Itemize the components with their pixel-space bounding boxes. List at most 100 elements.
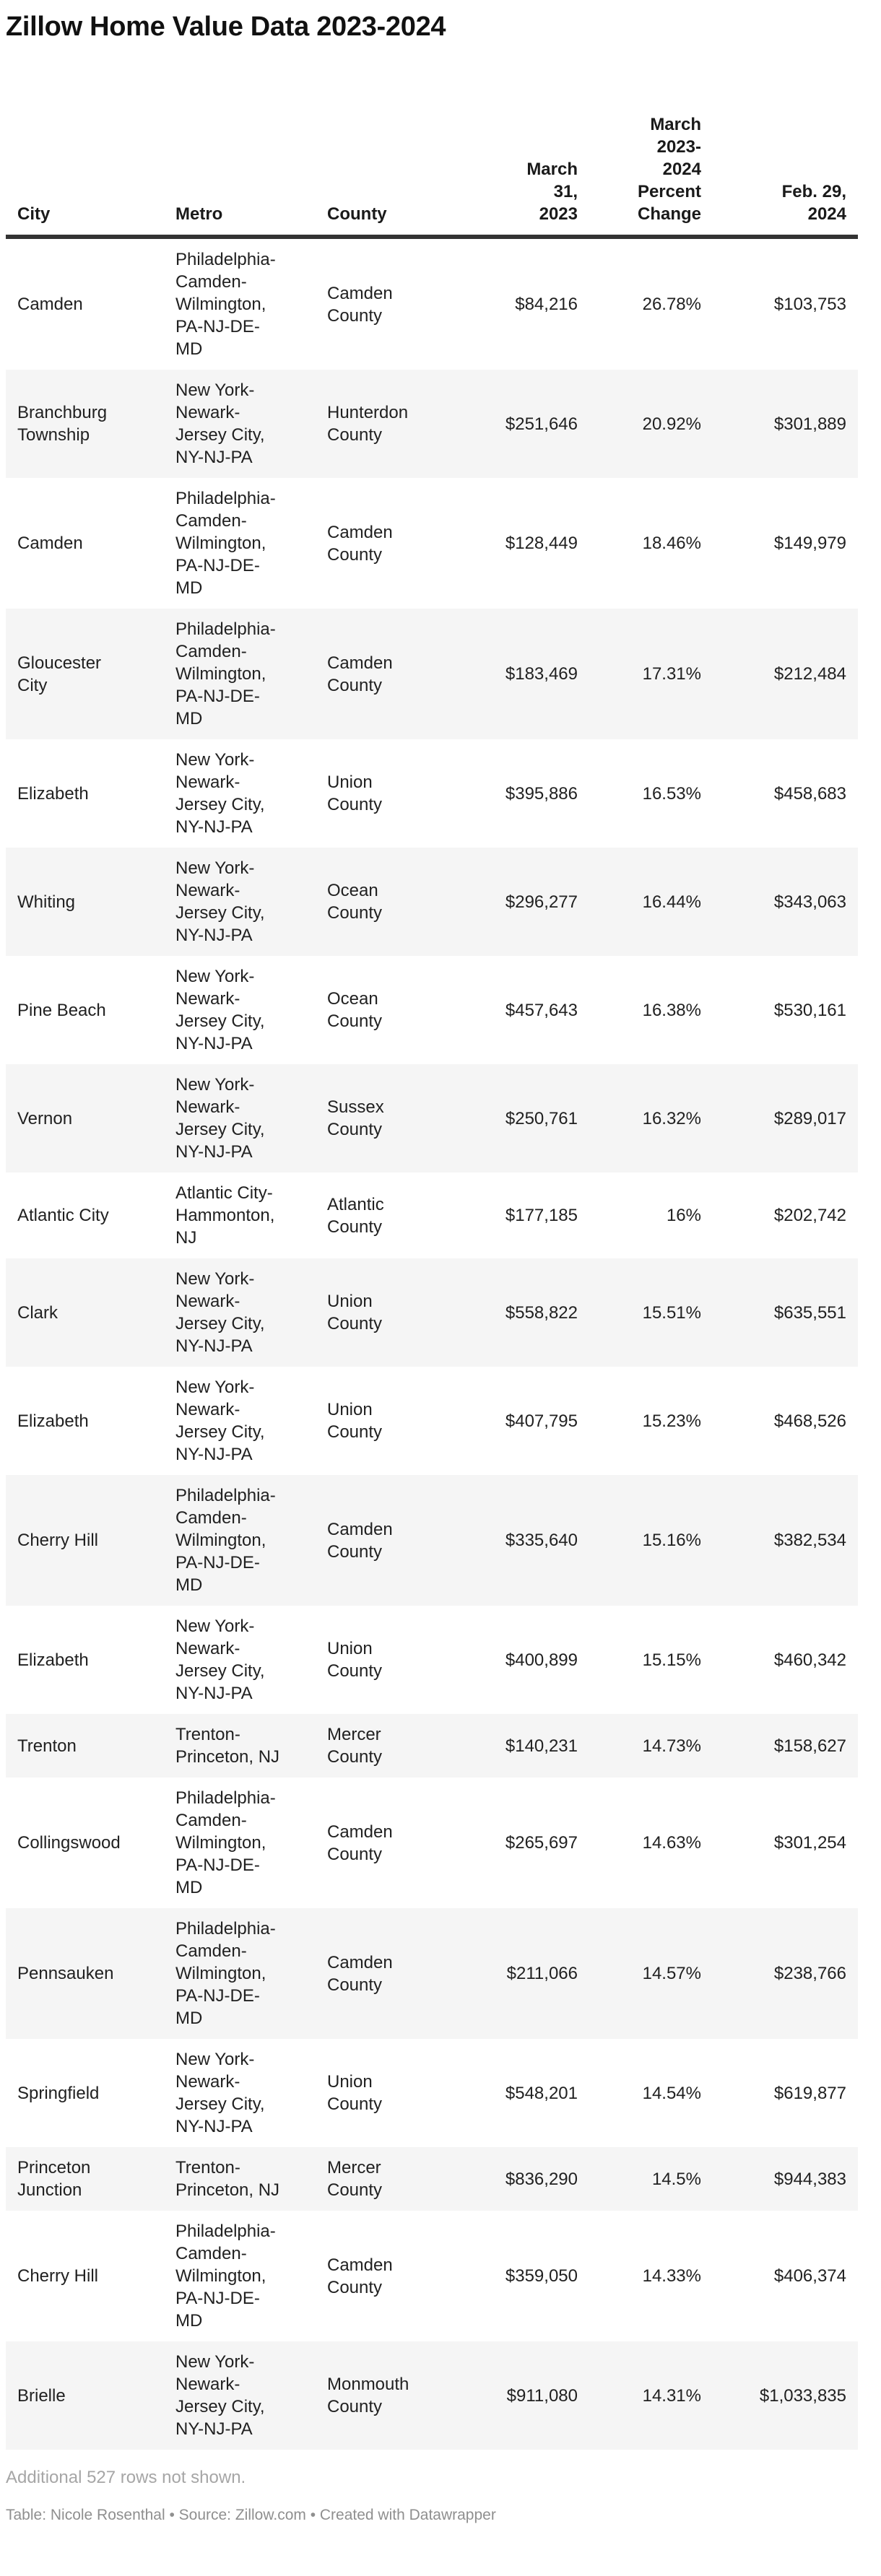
city-cell: Vernon bbox=[17, 1108, 73, 1128]
march-2023-cell: $250,761 bbox=[505, 1108, 578, 1128]
metro-cell: New York-Newark-Jersey City, NY-NJ-PA bbox=[175, 1075, 265, 1162]
county-cell: Camden County bbox=[327, 1822, 393, 1864]
metro-cell: New York-Newark-Jersey City, NY-NJ-PA bbox=[175, 1269, 265, 1356]
city-cell: Elizabeth bbox=[17, 1650, 89, 1670]
county-cell: Atlantic County bbox=[327, 1194, 384, 1237]
feb-2024-cell: $202,742 bbox=[773, 1206, 846, 1225]
county-cell: Monmouth County bbox=[327, 2375, 409, 2416]
march-2023-cell: $183,469 bbox=[505, 664, 578, 684]
county-cell: Camden County bbox=[327, 522, 393, 565]
city-cell: Pennsauken bbox=[17, 1964, 114, 1983]
city-cell: Princeton Junction bbox=[17, 2158, 91, 2200]
feb-2024-cell: $289,017 bbox=[773, 1108, 846, 1128]
feb-2024-cell: $460,342 bbox=[773, 1650, 846, 1670]
table-row: Gloucester City Philadelphia-Camden-Wilmi… bbox=[6, 609, 858, 739]
city-cell: Collingswood bbox=[17, 1833, 121, 1853]
metro-cell: New York-Newark-Jersey City, NY-NJ-PA bbox=[175, 2352, 265, 2439]
pct-change-cell: 14.57% bbox=[642, 1964, 701, 1983]
feb-2024-cell: $944,383 bbox=[773, 2169, 846, 2189]
city-cell: Branchburg Township bbox=[17, 403, 108, 445]
column-header-metro: Metro bbox=[164, 104, 316, 239]
feb-2024-cell: $212,484 bbox=[773, 664, 846, 684]
city-cell: Camden bbox=[17, 534, 83, 553]
march-2023-cell: $558,822 bbox=[505, 1302, 578, 1323]
county-cell: Union County bbox=[327, 773, 383, 814]
pct-change-cell: 14.63% bbox=[642, 1833, 701, 1853]
county-cell: Camden County bbox=[327, 1519, 393, 1562]
metro-cell: New York-Newark-Jersey City, NY-NJ-PA bbox=[175, 858, 265, 945]
county-cell: Mercer County bbox=[327, 2158, 383, 2200]
table-body: Camden Philadelphia-Camden-Wilmington, PA… bbox=[6, 237, 858, 2450]
city-cell: Trenton bbox=[17, 1736, 77, 1756]
metro-cell: Philadelphia-Camden-Wilmington, PA-NJ-DE… bbox=[175, 2222, 276, 2331]
feb-2024-cell: $158,627 bbox=[773, 1736, 846, 1756]
city-cell: Elizabeth bbox=[17, 783, 89, 804]
metro-cell: Trenton-Princeton, NJ bbox=[175, 2158, 280, 2200]
pct-change-cell: 16.53% bbox=[642, 783, 701, 804]
feb-2024-cell: $149,979 bbox=[773, 534, 846, 553]
county-cell: Camden County bbox=[327, 2255, 393, 2297]
pct-change-cell: 14.73% bbox=[642, 1736, 701, 1756]
table-row: Elizabeth New York-Newark-Jersey City, NY… bbox=[6, 739, 858, 848]
county-cell: Union County bbox=[327, 2072, 383, 2114]
pct-change-cell: 16% bbox=[666, 1206, 701, 1225]
county-cell: Ocean County bbox=[327, 881, 383, 923]
metro-cell: New York-Newark-Jersey City, NY-NJ-PA bbox=[175, 967, 265, 1053]
column-header-city: City bbox=[6, 104, 164, 239]
feb-2024-cell: $458,683 bbox=[773, 783, 846, 804]
march-2023-cell: $177,185 bbox=[505, 1206, 578, 1225]
pct-change-cell: 14.54% bbox=[642, 2083, 701, 2103]
metro-cell: New York-Newark-Jersey City, NY-NJ-PA bbox=[175, 2050, 265, 2136]
county-cell: Hunterdon County bbox=[327, 403, 409, 445]
feb-2024-cell: $103,753 bbox=[773, 295, 846, 314]
column-header-feb-2024: Feb. 29, 2024 bbox=[713, 104, 858, 239]
march-2023-cell: $265,697 bbox=[505, 1833, 578, 1853]
march-2023-cell: $400,899 bbox=[505, 1650, 578, 1670]
page-title: Zillow Home Value Data 2023-2024 bbox=[6, 12, 446, 42]
column-header-pct-change: March 2023-2024 Percent Change bbox=[589, 104, 713, 239]
feb-2024-cell: $530,161 bbox=[773, 1000, 846, 1020]
march-2023-cell: $836,290 bbox=[505, 2169, 578, 2189]
city-cell: Camden bbox=[17, 295, 83, 314]
header-row: City Metro County March 31, 2023 March 2… bbox=[6, 104, 858, 239]
table-row: Trenton Trenton-Princeton, NJ Mercer Count… bbox=[6, 1714, 858, 1777]
pct-change-cell: 14.5% bbox=[651, 2169, 701, 2189]
table-row: Cherry Hill Philadelphia-Camden-Wilmingto… bbox=[6, 1475, 858, 1606]
march-2023-cell: $296,277 bbox=[505, 892, 578, 912]
column-header-march-2023: March 31, 2023 bbox=[438, 104, 589, 239]
table-row: Elizabeth New York-Newark-Jersey City, NY… bbox=[6, 1606, 858, 1714]
city-cell: Gloucester City bbox=[17, 653, 102, 695]
pct-change-cell: 17.31% bbox=[642, 664, 701, 684]
metro-cell: Atlantic City-Hammonton, NJ bbox=[175, 1183, 275, 1248]
table-row: Springfield New York-Newark-Jersey City, … bbox=[6, 2039, 858, 2147]
table-row: Pennsauken Philadelphia-Camden-Wilmington… bbox=[6, 1908, 858, 2039]
feb-2024-cell: $619,877 bbox=[773, 2083, 846, 2103]
march-2023-cell: $457,643 bbox=[505, 1000, 578, 1020]
feb-2024-cell: $382,534 bbox=[773, 1531, 846, 1550]
county-cell: Camden County bbox=[327, 1952, 393, 1995]
table-row: Pine Beach New York-Newark-Jersey City, N… bbox=[6, 956, 858, 1064]
table-row: Vernon New York-Newark-Jersey City, NY-NJ… bbox=[6, 1064, 858, 1172]
county-cell: Camden County bbox=[327, 283, 393, 326]
table-row: Brielle New York-Newark-Jersey City, NY-N… bbox=[6, 2341, 858, 2450]
march-2023-cell: $548,201 bbox=[505, 2083, 578, 2103]
metro-cell: Philadelphia-Camden-Wilmington, PA-NJ-DE… bbox=[175, 1788, 276, 1897]
city-cell: Pine Beach bbox=[17, 1000, 106, 1020]
pct-change-cell: 15.51% bbox=[642, 1302, 701, 1323]
city-cell: Clark bbox=[17, 1302, 58, 1323]
city-cell: Whiting bbox=[17, 892, 76, 912]
feb-2024-cell: $468,526 bbox=[773, 1411, 846, 1431]
march-2023-cell: $128,449 bbox=[505, 534, 578, 553]
city-cell: Atlantic City bbox=[17, 1206, 109, 1225]
march-2023-cell: $911,080 bbox=[506, 2385, 578, 2406]
feb-2024-cell: $238,766 bbox=[773, 1964, 846, 1983]
march-2023-cell: $335,640 bbox=[505, 1531, 578, 1550]
table-row: Collingswood Philadelphia-Camden-Wilmingt… bbox=[6, 1777, 858, 1908]
table-row: Clark New York-Newark-Jersey City, NY-NJ-… bbox=[6, 1258, 858, 1367]
metro-cell: Philadelphia-Camden-Wilmington, PA-NJ-DE… bbox=[175, 250, 276, 359]
table-header: City Metro County March 31, 2023 March 2… bbox=[6, 104, 858, 239]
metro-cell: Philadelphia-Camden-Wilmington, PA-NJ-DE… bbox=[175, 1919, 276, 2028]
county-cell: Mercer County bbox=[327, 1725, 383, 1767]
pct-change-cell: 15.23% bbox=[642, 1411, 701, 1431]
table-row: Princeton Junction Trenton-Princeton, NJ M… bbox=[6, 2147, 858, 2211]
